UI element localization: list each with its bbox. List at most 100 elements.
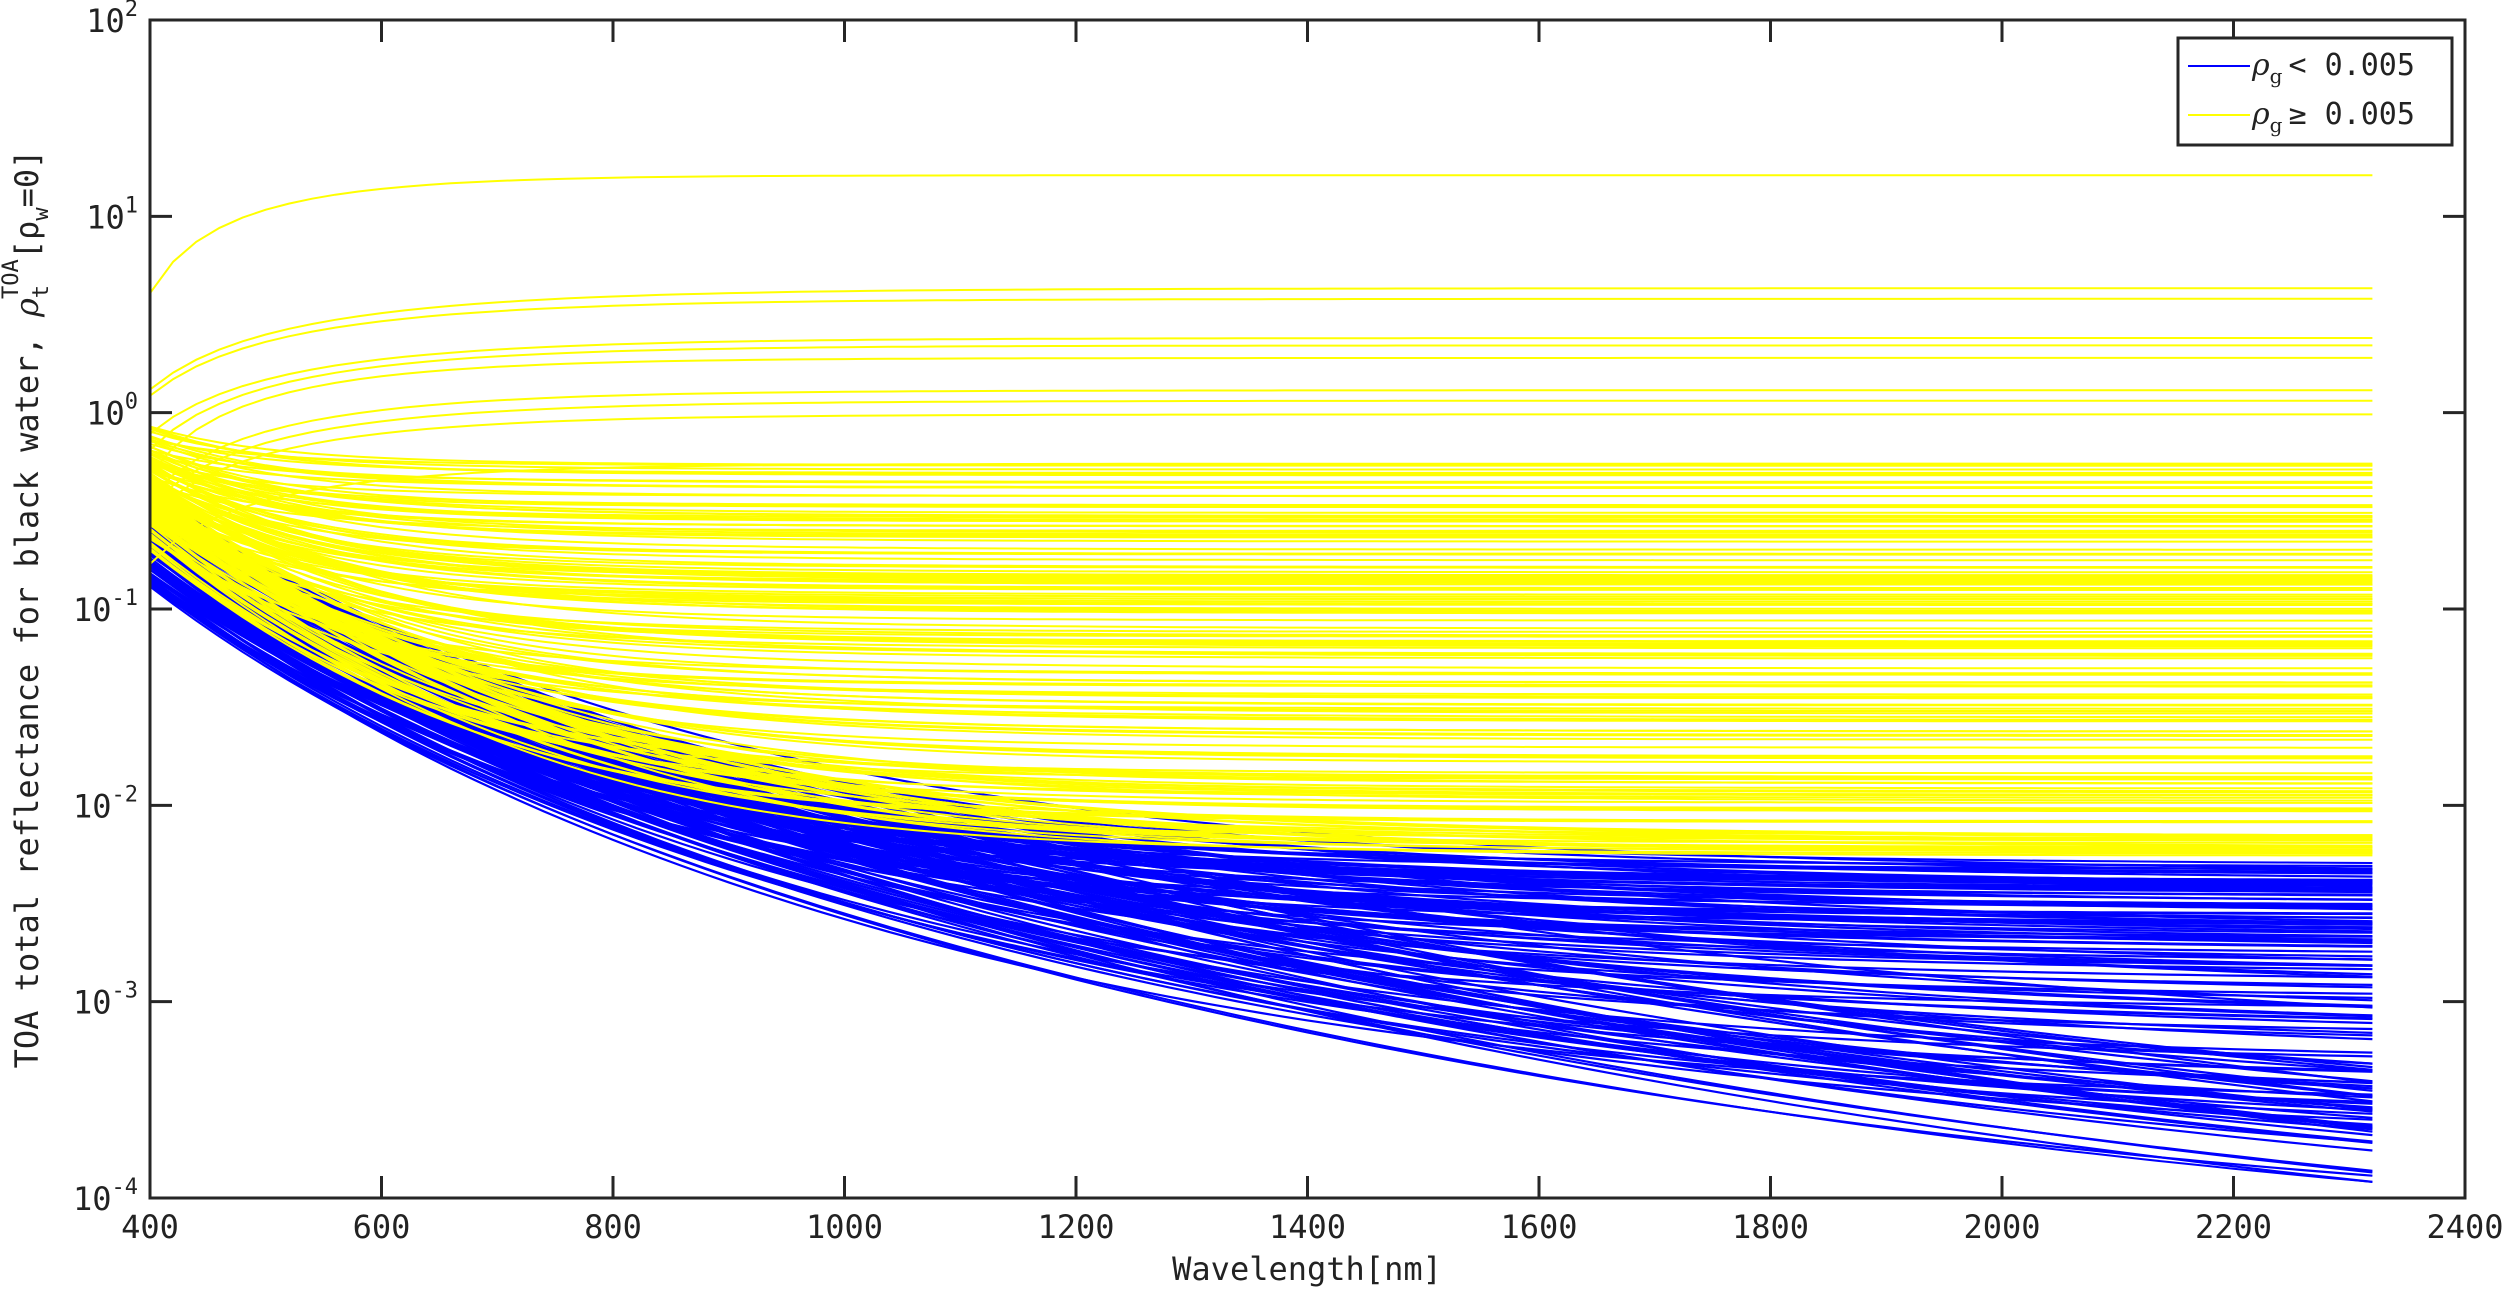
y-axis-label-symbol: ρ [8, 298, 46, 318]
y-tick-label: 10-2 [73, 782, 138, 825]
yellow-curve [150, 507, 2373, 749]
y-axis-label-bracket-sub: w [29, 207, 54, 221]
legend-yellow-symbol: ρ [2251, 97, 2270, 132]
blue-curve [150, 572, 2373, 1058]
x-tick-label: 1400 [1269, 1208, 1346, 1246]
yellow-curve [150, 518, 2373, 713]
y-axis-label-prefix: TOA total reflectance for black water, [8, 317, 46, 1068]
x-tick-label: 1200 [1037, 1208, 1114, 1246]
yellow-curve [150, 509, 2373, 851]
yellow-curve [150, 356, 2373, 475]
x-tick-label: 600 [353, 1208, 411, 1246]
y-tick-exponent: -4 [112, 1175, 139, 1200]
series-layer [150, 174, 2373, 1183]
legend-yellow-text: ≥ 0.005 [2288, 97, 2414, 132]
yellow-curve [150, 514, 2373, 600]
yellow-curve [150, 297, 2373, 397]
y-tick-exponent: -2 [112, 782, 139, 807]
yellow-curve [150, 399, 2373, 507]
y-tick-exponent: -3 [112, 979, 139, 1004]
x-tick-label: 800 [584, 1208, 642, 1246]
yellow-curve [150, 460, 2373, 507]
y-tick-label: 100 [86, 390, 138, 433]
blue-curve [150, 568, 2373, 1152]
y-tick-exponent: -1 [112, 586, 139, 611]
y-tick-label: 10-1 [73, 586, 138, 629]
yellow-curve [150, 430, 2373, 471]
y-tick-label: 10-4 [73, 1175, 138, 1218]
y-tick-base: 10 [73, 787, 112, 825]
legend-box [2176, 36, 2454, 147]
blue-curve [150, 573, 2373, 948]
x-tick-label: 2200 [2195, 1208, 2272, 1246]
yellow-curve [150, 520, 2373, 793]
x-tick-label: 2400 [2426, 1208, 2503, 1246]
yellow-curve [150, 480, 2373, 615]
x-tick-label: 1600 [1500, 1208, 1577, 1246]
yellow-curve [150, 472, 2373, 630]
y-tick-base: 10 [86, 198, 125, 236]
x-tick-label: 1800 [1732, 1208, 1809, 1246]
yellow-curve [150, 500, 2373, 596]
yellow-curve [150, 538, 2373, 675]
yellow-curve [150, 463, 2373, 562]
yellow-curve [150, 544, 2373, 775]
yellow-curve [150, 344, 2373, 451]
y-tick-base: 10 [73, 591, 112, 629]
yellow-curve [150, 469, 2373, 555]
yellow-curve [150, 457, 2373, 523]
yellow-curve [150, 480, 2373, 605]
yellow-curve [150, 511, 2373, 797]
yellow-curve [150, 481, 2373, 532]
yellow-curve [150, 389, 2373, 498]
yellow-curve [150, 491, 2373, 855]
y-tick-label: 102 [86, 0, 138, 40]
blue-curve [150, 573, 2373, 1144]
yellow-curve [150, 457, 2373, 551]
yellow-curve [150, 477, 2373, 574]
y-axis-label: TOA total reflectance for black water, ρ… [0, 150, 54, 1069]
y-tick-label: 10-3 [73, 979, 138, 1022]
legend: ρg < 0.005 ρg ≥ 0.005 [2176, 36, 2454, 147]
yellow-curve [150, 449, 2373, 514]
yellow-curve [150, 425, 2373, 467]
yellow-curve [150, 439, 2373, 497]
ticks-layer: 400 600 800 1000 1200 1400 1600 1800 2000 2200 240… [73, 0, 2504, 1246]
yellow-curve [150, 518, 2373, 799]
yellow-curve [150, 529, 2373, 780]
y-axis-label-sup: TOA [0, 259, 24, 299]
yellow-curve [150, 500, 2373, 670]
legend-label-yellow: ρg ≥ 0.005 [2251, 97, 2415, 137]
y-tick-base: 10 [73, 1180, 112, 1218]
yellow-curve [150, 499, 2373, 684]
blue-curve [150, 523, 2373, 873]
yellow-curve [150, 287, 2373, 391]
yellow-curve [150, 455, 2373, 543]
yellow-curve [150, 515, 2373, 736]
blue-curve [150, 577, 2373, 1096]
yellow-curve [150, 535, 2373, 696]
yellow-curve [150, 484, 2373, 676]
yellow-curve [150, 494, 2373, 715]
yellow-curve [150, 458, 2373, 539]
legend-label-blue: ρg < 0.005 [2251, 48, 2415, 88]
yellow-curve [150, 174, 2373, 294]
yellow-curve [150, 337, 2373, 435]
yellow-curve [150, 536, 2373, 688]
y-axis-label-bracket-tail: =0] [8, 150, 46, 208]
yellow-curve [150, 482, 2373, 723]
yellow-curve [150, 469, 2373, 527]
y-tick-exponent: 1 [125, 193, 138, 218]
yellow-curve [150, 449, 2373, 517]
yellow-curve [150, 534, 2373, 855]
yellow-curve [150, 532, 2373, 811]
yellow-curve [150, 451, 2373, 521]
y-tick-base: 10 [86, 2, 125, 40]
blue-curve [150, 565, 2373, 1172]
yellow-curve [150, 493, 2373, 741]
yellow-curve [150, 476, 2373, 589]
legend-blue-text: < 0.005 [2288, 48, 2414, 83]
blue-curve [150, 490, 2373, 923]
blue-curve [150, 585, 2373, 1183]
